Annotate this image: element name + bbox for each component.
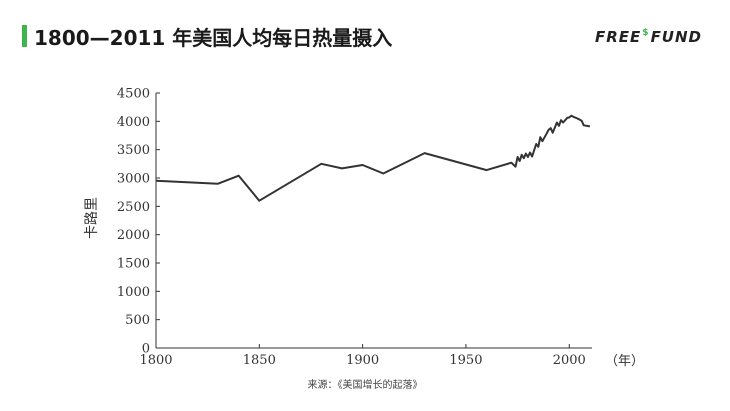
y-tick-label: 3500 <box>117 143 150 158</box>
chart-ticks: 0 500 1000 1500 2000 2500 3000 3500 4000 4500 1800… <box>117 87 586 369</box>
y-tick-label: 2500 <box>117 200 150 215</box>
x-axis-unit-label: （年） <box>605 354 644 369</box>
y-tick-label: 2000 <box>117 228 150 243</box>
dollar-icon: $ <box>642 28 650 38</box>
x-tick-label: 1850 <box>243 353 276 368</box>
x-tick-label: 1800 <box>139 353 172 368</box>
y-tick-label: 1000 <box>117 285 150 300</box>
x-tick-label: 1900 <box>346 353 379 368</box>
brand-logo: FREE$FUND <box>595 28 702 46</box>
title-accent-bar <box>22 25 27 47</box>
y-tick-label: 1500 <box>117 257 150 272</box>
chart-series <box>155 114 591 202</box>
source-note: 来源：《美国增长的起落》 <box>307 380 423 391</box>
page-title: 1800—2011 年美国人均每日热量摄入 <box>34 26 393 50</box>
y-tick-label: 4500 <box>117 87 150 102</box>
y-axis-label: 卡路里 <box>84 197 100 239</box>
brand-text-free: FREE <box>595 28 642 46</box>
calorie-series-line <box>155 114 591 202</box>
y-tick-label: 0 <box>142 342 150 357</box>
y-tick-label: 4000 <box>117 115 150 130</box>
x-tick-label: 1950 <box>449 353 482 368</box>
brand-text-fund: FUND <box>650 28 702 46</box>
chart-axes <box>155 93 592 349</box>
x-tick-label: 2000 <box>553 353 586 368</box>
y-tick-label: 3000 <box>117 172 150 187</box>
y-tick-label: 500 <box>125 313 150 328</box>
